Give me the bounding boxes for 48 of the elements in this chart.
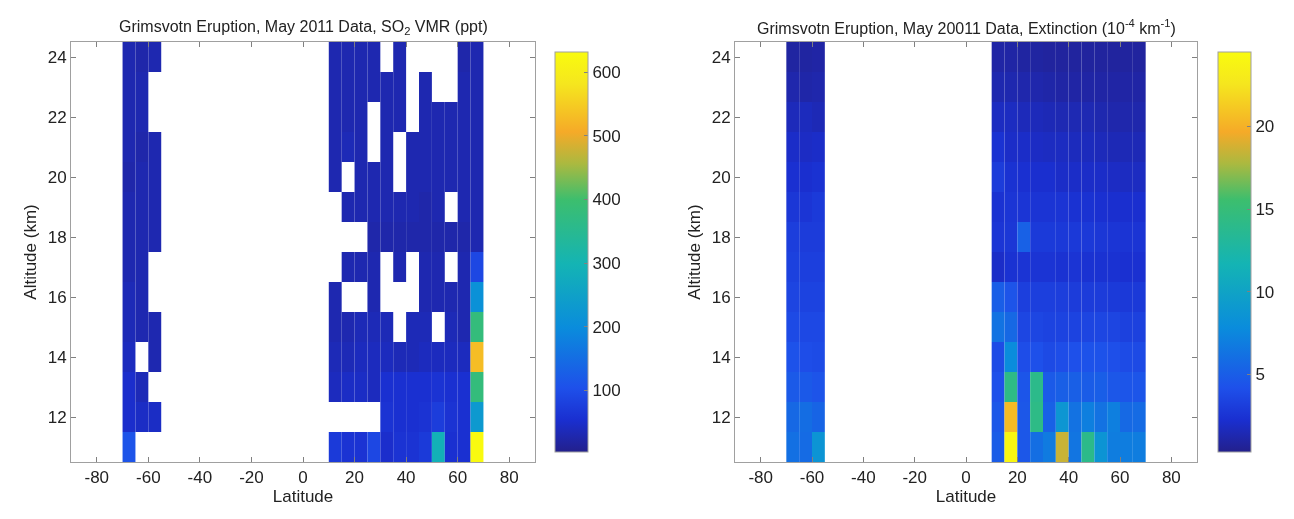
y-tick-label: 22 — [711, 107, 731, 127]
y-tick-label: 14 — [47, 347, 67, 367]
color-bar-label: 300 — [592, 254, 621, 274]
y-tick-label: 16 — [711, 287, 731, 307]
y-tick-label: 24 — [47, 47, 67, 67]
x-tick-label: -20 — [239, 468, 264, 488]
x-tick-label: 40 — [1059, 468, 1079, 488]
x-tick-label: -80 — [84, 468, 110, 488]
x-tick-label: -40 — [851, 468, 876, 488]
color-bar-label: 200 — [592, 317, 621, 337]
y-axis-title: Altitude (km) — [21, 204, 41, 300]
y-tick-label: 20 — [47, 167, 67, 187]
y-tick-label: 22 — [47, 107, 67, 127]
x-tick-label: 60 — [448, 468, 468, 488]
color-bar-label: 5 — [1255, 365, 1265, 385]
y-tick-label: 18 — [47, 227, 67, 247]
x-tick-label: 40 — [396, 468, 416, 488]
y-tick-label: 16 — [47, 287, 67, 307]
x-tick-label: -60 — [136, 468, 161, 488]
color-bar-label: 400 — [592, 190, 621, 210]
x-tick-label: -60 — [799, 468, 825, 488]
x-tick-label: 20 — [345, 468, 365, 488]
y-tick-label: 20 — [711, 167, 731, 187]
chart-title: Grimsvotn Eruption, May 20011 Data, Extinction (10$^{-4}$ km$^{-1}$) — [757, 17, 1176, 37]
x-tick-label: 0 — [298, 468, 308, 488]
x-axis-title: Latitude — [272, 487, 334, 507]
color-bar-label: 20 — [1255, 117, 1275, 137]
color-bar-label: 600 — [592, 63, 621, 83]
y-tick-label: 18 — [711, 227, 731, 247]
x-tick-label: 0 — [961, 468, 971, 488]
color-bar-label: 500 — [592, 126, 621, 146]
x-tick-label: 80 — [499, 468, 519, 488]
color-bar-label: 10 — [1255, 282, 1275, 302]
x-tick-label: 60 — [1110, 468, 1130, 488]
y-tick-label: 12 — [711, 407, 731, 427]
x-tick-label: 20 — [1007, 468, 1027, 488]
color-bar-label: 15 — [1255, 199, 1275, 219]
color-bar-label: 100 — [592, 381, 621, 401]
x-tick-label: -20 — [902, 468, 927, 488]
y-tick-label: 12 — [47, 407, 67, 427]
y-tick-label: 24 — [711, 47, 731, 67]
x-tick-label: -80 — [748, 468, 773, 488]
x-axis-title: Latitude — [935, 487, 997, 507]
x-tick-label: -40 — [187, 468, 213, 488]
chart-title: Grimsvotn Eruption, May 2011 Data, SO$_{2}$ VMR (ppt) — [119, 18, 488, 38]
y-tick-label: 14 — [711, 347, 731, 367]
y-axis-title: Altitude (km) — [685, 204, 705, 300]
x-tick-label: 80 — [1161, 468, 1181, 488]
